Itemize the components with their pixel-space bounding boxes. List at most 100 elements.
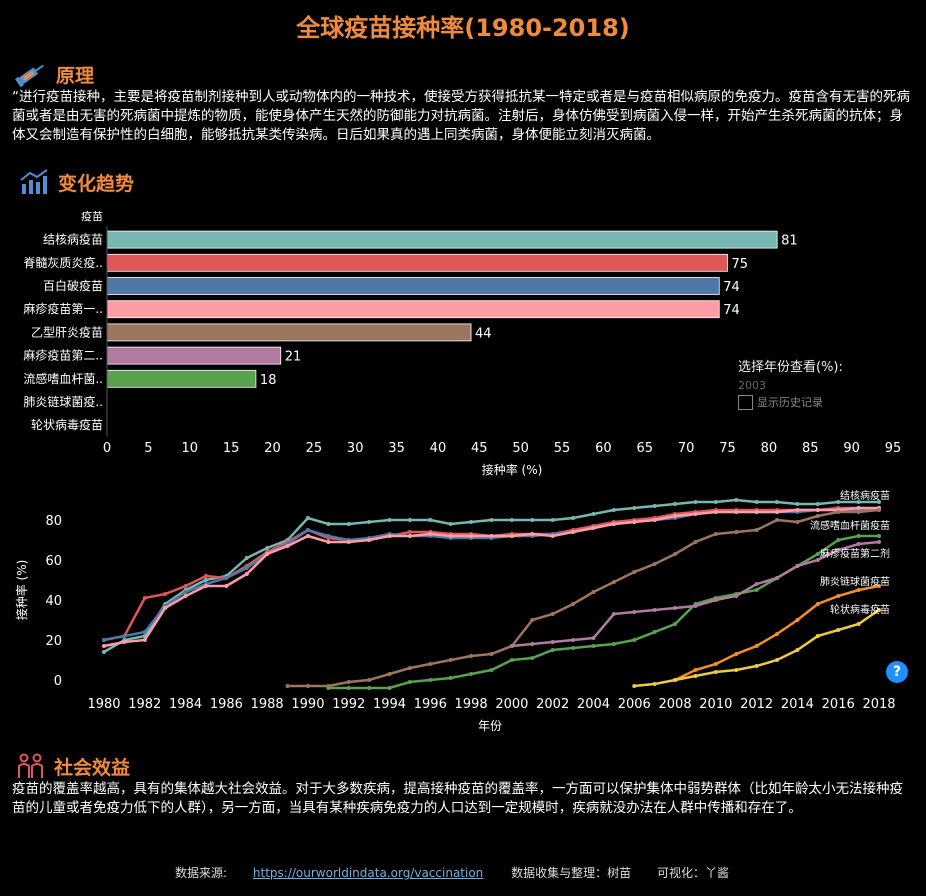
line-point — [550, 648, 555, 652]
bar-y-axis-title: 疫苗 — [81, 209, 103, 223]
line-point — [489, 518, 494, 522]
line-point — [856, 534, 861, 538]
history-checkbox[interactable] — [738, 394, 753, 410]
bar-x-tick-label: 25 — [306, 441, 323, 456]
line-point — [346, 680, 351, 684]
line-series — [287, 508, 880, 688]
benefit-header: 社会效益 — [16, 752, 130, 780]
line-point — [713, 500, 718, 504]
year-filter[interactable]: 选择年份查看(%): 2003 显示历史记录 — [738, 356, 918, 410]
line-x-tick-label: 1988 — [251, 697, 284, 712]
line-point — [285, 544, 290, 548]
bar-category-label: 脊髓灰质炎疫.. — [23, 255, 103, 270]
line-point — [469, 672, 474, 676]
line-point — [326, 540, 331, 544]
line-point — [469, 654, 474, 658]
line-point — [509, 534, 514, 538]
line-point — [775, 576, 780, 580]
line-point — [305, 684, 310, 688]
line-point — [713, 670, 718, 674]
line-point — [673, 514, 678, 518]
line-point — [571, 646, 576, 650]
line-point — [407, 534, 412, 538]
line-point — [387, 686, 392, 690]
page-title: 全球疫苗接种率(1980-2018) — [296, 14, 630, 42]
line-point — [367, 678, 372, 682]
line-point — [632, 570, 637, 574]
line-point — [571, 602, 576, 606]
line-point — [795, 618, 800, 622]
line-point — [509, 644, 514, 648]
line-point — [285, 684, 290, 688]
line-point — [775, 510, 780, 514]
bar-x-axis-title: 接种率 (%) — [482, 462, 543, 477]
line-series — [328, 534, 879, 690]
line-point — [224, 584, 229, 588]
bar-category-label: 轮状病毒疫苗 — [31, 417, 103, 432]
bar-value-label: 74 — [723, 303, 740, 318]
line-point — [652, 630, 657, 634]
line-point — [346, 686, 351, 690]
line-point — [754, 582, 759, 586]
line-x-tick-label: 2008 — [659, 697, 692, 712]
line-point — [815, 602, 820, 606]
line-point — [856, 500, 861, 504]
line-point — [203, 574, 208, 578]
line-point — [836, 500, 841, 504]
line-point — [407, 666, 412, 670]
bar-x-tick-label: 40 — [430, 441, 447, 456]
line-point — [550, 534, 555, 538]
line-end-label: 流感嗜血杆菌疫苗 — [810, 519, 890, 532]
principle-heading: 原理 — [56, 64, 95, 87]
bar-x-tick-label: 45 — [471, 441, 488, 456]
bar-x-tick-label: 30 — [347, 441, 364, 456]
line-point — [448, 658, 453, 662]
line-point — [489, 668, 494, 672]
bar-value-label: 21 — [285, 350, 302, 365]
bar-x-tick-label: 50 — [512, 441, 529, 456]
line-x-tick-label: 1994 — [373, 697, 406, 712]
history-toggle[interactable]: 显示历史记录 — [738, 394, 918, 410]
line-point — [856, 622, 861, 626]
line-point — [122, 640, 127, 644]
line-point — [326, 534, 331, 538]
line-y-tick-label: 80 — [45, 514, 62, 529]
line-point — [754, 664, 759, 668]
line-point — [591, 512, 596, 516]
line-point — [244, 572, 249, 576]
help-icon[interactable]: ? — [886, 661, 908, 683]
line-point — [713, 598, 718, 602]
bar-x-tick-label: 0 — [103, 441, 111, 456]
line-point — [102, 650, 106, 654]
line-point — [244, 566, 249, 570]
bar — [106, 230, 778, 249]
line-point — [836, 594, 841, 598]
bar-x-tick-label: 15 — [223, 441, 240, 456]
line-point — [509, 658, 514, 662]
people-icon — [18, 753, 43, 778]
line-point — [877, 608, 881, 612]
line-point — [877, 500, 881, 504]
line-point — [632, 506, 637, 510]
line-end-label: 肺炎链球菌疫苗 — [820, 575, 890, 588]
line-point — [734, 510, 739, 514]
line-point — [673, 552, 678, 556]
line-x-axis-title: 年份 — [478, 719, 502, 733]
line-point — [530, 518, 535, 522]
line-point — [163, 592, 168, 596]
line-point — [346, 522, 351, 526]
year-filter-label: 选择年份查看(%): — [738, 360, 843, 375]
line-point — [611, 522, 616, 526]
line-x-tick-label: 2018 — [862, 697, 895, 712]
bar-value-label: 75 — [732, 257, 749, 272]
line-point — [326, 522, 331, 526]
syringe-icon — [15, 64, 44, 88]
line-point — [163, 606, 168, 610]
line-point — [856, 510, 861, 514]
line-point — [877, 584, 881, 588]
source-link[interactable]: https://ourworldindata.org/vaccination — [252, 866, 484, 880]
line-point — [775, 500, 780, 504]
line-point — [407, 530, 412, 534]
line-point — [387, 534, 392, 538]
year-filter-value[interactable]: 2003 — [738, 379, 766, 392]
